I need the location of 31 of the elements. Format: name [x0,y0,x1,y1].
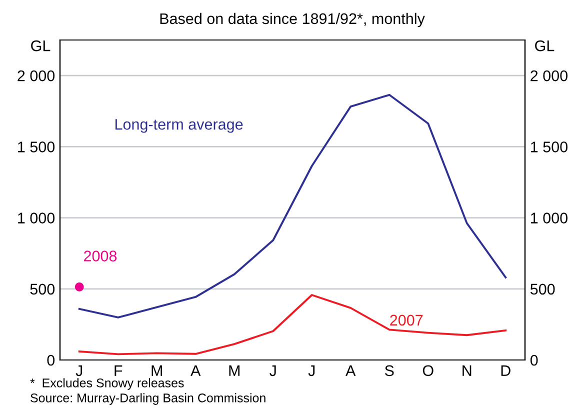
line-series [78,294,507,356]
y2-tick-label: 0 [530,354,538,366]
x-tick-label: A [190,365,201,376]
y-axis-title: GL [31,40,50,52]
x-tick-label: A [346,365,356,376]
series-label: 2008 [84,250,117,262]
y-tick-label: 2 000 [18,70,55,82]
x-tick-label: D [501,365,510,376]
text: Long-term average [116,119,243,133]
source-note: Source: Murray-Darling Basin Commission [30,393,266,405]
y-tick-label: 1 500 [18,142,55,152]
x-tick-label: O [422,365,434,376]
y-tick-label: 1 000 [18,212,55,224]
x-tick-label: F [114,365,122,376]
x-tick-label: J [270,365,276,376]
x-tick-label: N [462,365,472,376]
x-tick-label: J [76,365,82,376]
y-tick-label: 500 [30,284,55,295]
y2-tick-label: 2 000 [530,70,568,82]
series-label: 2007 [390,314,423,326]
x-tick-label: S [384,365,394,376]
x-tick-label: M [152,365,162,376]
chart-subtitle: Based on data since 1891/92*, monthly [160,12,425,28]
y2-tick-label: 500 [530,284,555,295]
y2-tick-label: 1 000 [531,212,568,224]
y2-axis-title: GL [535,40,554,52]
x-tick-label: M [229,365,240,376]
text: * Excludes Snowy releases [30,378,184,390]
y-tick-label: 0 [47,354,55,366]
x-tick-label: J [308,365,315,376]
y2-tick-label: 1 500 [531,142,568,152]
